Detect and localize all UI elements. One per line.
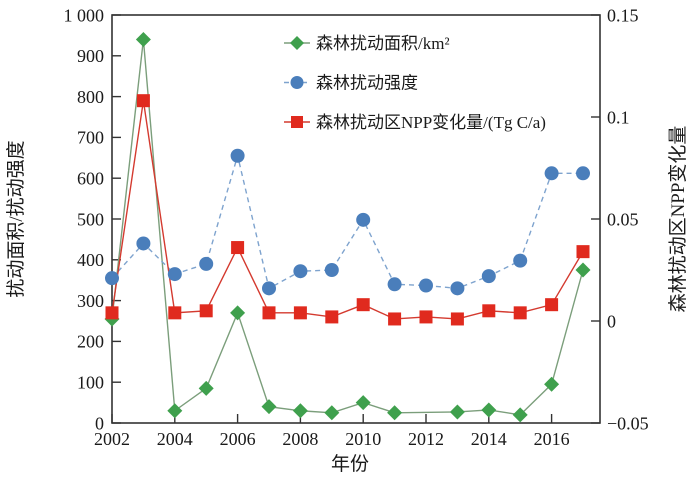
series-intensity-marker	[230, 148, 245, 163]
series-intensity-marker	[419, 278, 433, 293]
x-axis-tick-label: 2002	[94, 429, 130, 449]
series-area-marker	[387, 405, 403, 421]
series-intensity-line	[111, 153, 583, 290]
y-axis-left-tick-label: 300	[77, 291, 104, 311]
series-intensity-marker	[513, 253, 528, 268]
series-intensity-marker	[356, 212, 371, 227]
axis-ticks: 0 100 200 300 400 500 600 700 800 900 1 000 −0.05 0 0…	[64, 5, 649, 449]
x-axis-tick-label: 2006	[220, 429, 256, 449]
series-intensity-marker	[199, 256, 214, 271]
y-axis-left-tick-label: 800	[77, 87, 104, 107]
data-series	[104, 31, 591, 423]
series-npp-marker	[450, 312, 464, 326]
y-axis-left-tick-label: 900	[77, 46, 104, 66]
series-area-marker	[167, 403, 183, 419]
series-intensity-marker	[387, 277, 402, 292]
series-area-marker	[544, 376, 560, 392]
y-axis-left-tick-label: 1 000	[64, 5, 105, 25]
legend-npp-marker	[291, 116, 303, 128]
y-axis-right-title: 森林扰动区NPP变化量	[667, 126, 689, 313]
series-area-marker	[324, 405, 340, 421]
series-npp-marker	[325, 310, 339, 324]
legend-area-label: 森林扰动面积/km²	[316, 34, 450, 53]
series-npp-marker	[105, 306, 119, 320]
legend-area-marker	[290, 36, 304, 50]
legend-npp-label: 森林扰动区NPP变化量/(Tg C/a)	[316, 113, 546, 132]
y-axis-left-tick-label: 0	[95, 413, 104, 433]
y-axis-right-tick-label: −0.05	[607, 413, 649, 433]
series-area-marker	[355, 395, 371, 411]
series-npp-marker	[545, 298, 559, 312]
series-npp-marker	[356, 298, 370, 312]
series-intensity-marker	[167, 267, 182, 282]
series-area-marker	[198, 380, 214, 396]
series-npp-marker	[231, 241, 245, 255]
series-intensity-marker	[324, 263, 339, 277]
y-axis-left-tick-label: 400	[77, 250, 104, 270]
x-axis-title: 年份	[331, 453, 369, 475]
series-npp-marker	[576, 245, 590, 259]
series-area-marker	[575, 262, 591, 278]
series-intensity-marker	[105, 271, 119, 286]
y-axis-left-tick-label: 100	[77, 373, 104, 393]
series-npp-marker	[293, 306, 307, 320]
series-intensity-marker	[293, 264, 308, 279]
series-npp-marker	[388, 312, 402, 326]
series-area-marker	[292, 403, 308, 419]
series-intensity-marker	[136, 236, 151, 251]
series-npp-marker	[168, 306, 182, 320]
y-axis-right-tick-label: 0	[607, 311, 616, 331]
series-intensity-marker	[262, 281, 276, 296]
series-area-marker	[230, 305, 246, 321]
y-axis-left-title: 扰动面积/扰动强度	[5, 140, 27, 297]
x-axis-tick-label: 2010	[345, 429, 381, 449]
series-intensity-marker	[481, 269, 496, 284]
series-npp-marker	[419, 310, 433, 324]
y-axis-right-tick-label: 0.05	[607, 209, 639, 229]
y-axis-left-tick-label: 500	[77, 209, 104, 229]
series-npp-marker	[513, 306, 527, 320]
series-intensity-marker	[544, 166, 559, 181]
x-axis-tick-label: 2014	[471, 429, 507, 449]
y-axis-right-tick-label: 0.15	[607, 5, 639, 25]
series-area-line	[111, 39, 584, 416]
series-npp-marker	[136, 94, 150, 108]
y-axis-left-tick-label: 200	[77, 332, 104, 352]
legend-intensity-marker	[290, 76, 304, 89]
x-axis-tick-label: 2008	[282, 429, 318, 449]
series-area-marker	[481, 402, 497, 418]
y-axis-right-tick-label: 0.1	[607, 107, 630, 127]
series-area-marker	[135, 31, 151, 47]
series-area-marker	[449, 404, 465, 420]
series-intensity-marker	[576, 166, 590, 181]
y-axis-left-tick-label: 600	[77, 169, 104, 189]
series-area-marker	[261, 399, 277, 415]
series-npp-marker	[199, 304, 213, 318]
series-area-marker	[512, 407, 528, 423]
x-axis-tick-label: 2012	[408, 429, 444, 449]
series-npp-line	[111, 100, 584, 320]
series-npp-marker	[482, 304, 496, 318]
legend-intensity-label: 森林扰动强度	[316, 73, 418, 92]
x-axis-tick-label: 2004	[157, 429, 193, 449]
y-axis-left-tick-label: 700	[77, 128, 104, 148]
series-npp-marker	[262, 306, 276, 320]
series-intensity-marker	[450, 281, 465, 296]
x-axis-tick-label: 2016	[534, 429, 570, 449]
